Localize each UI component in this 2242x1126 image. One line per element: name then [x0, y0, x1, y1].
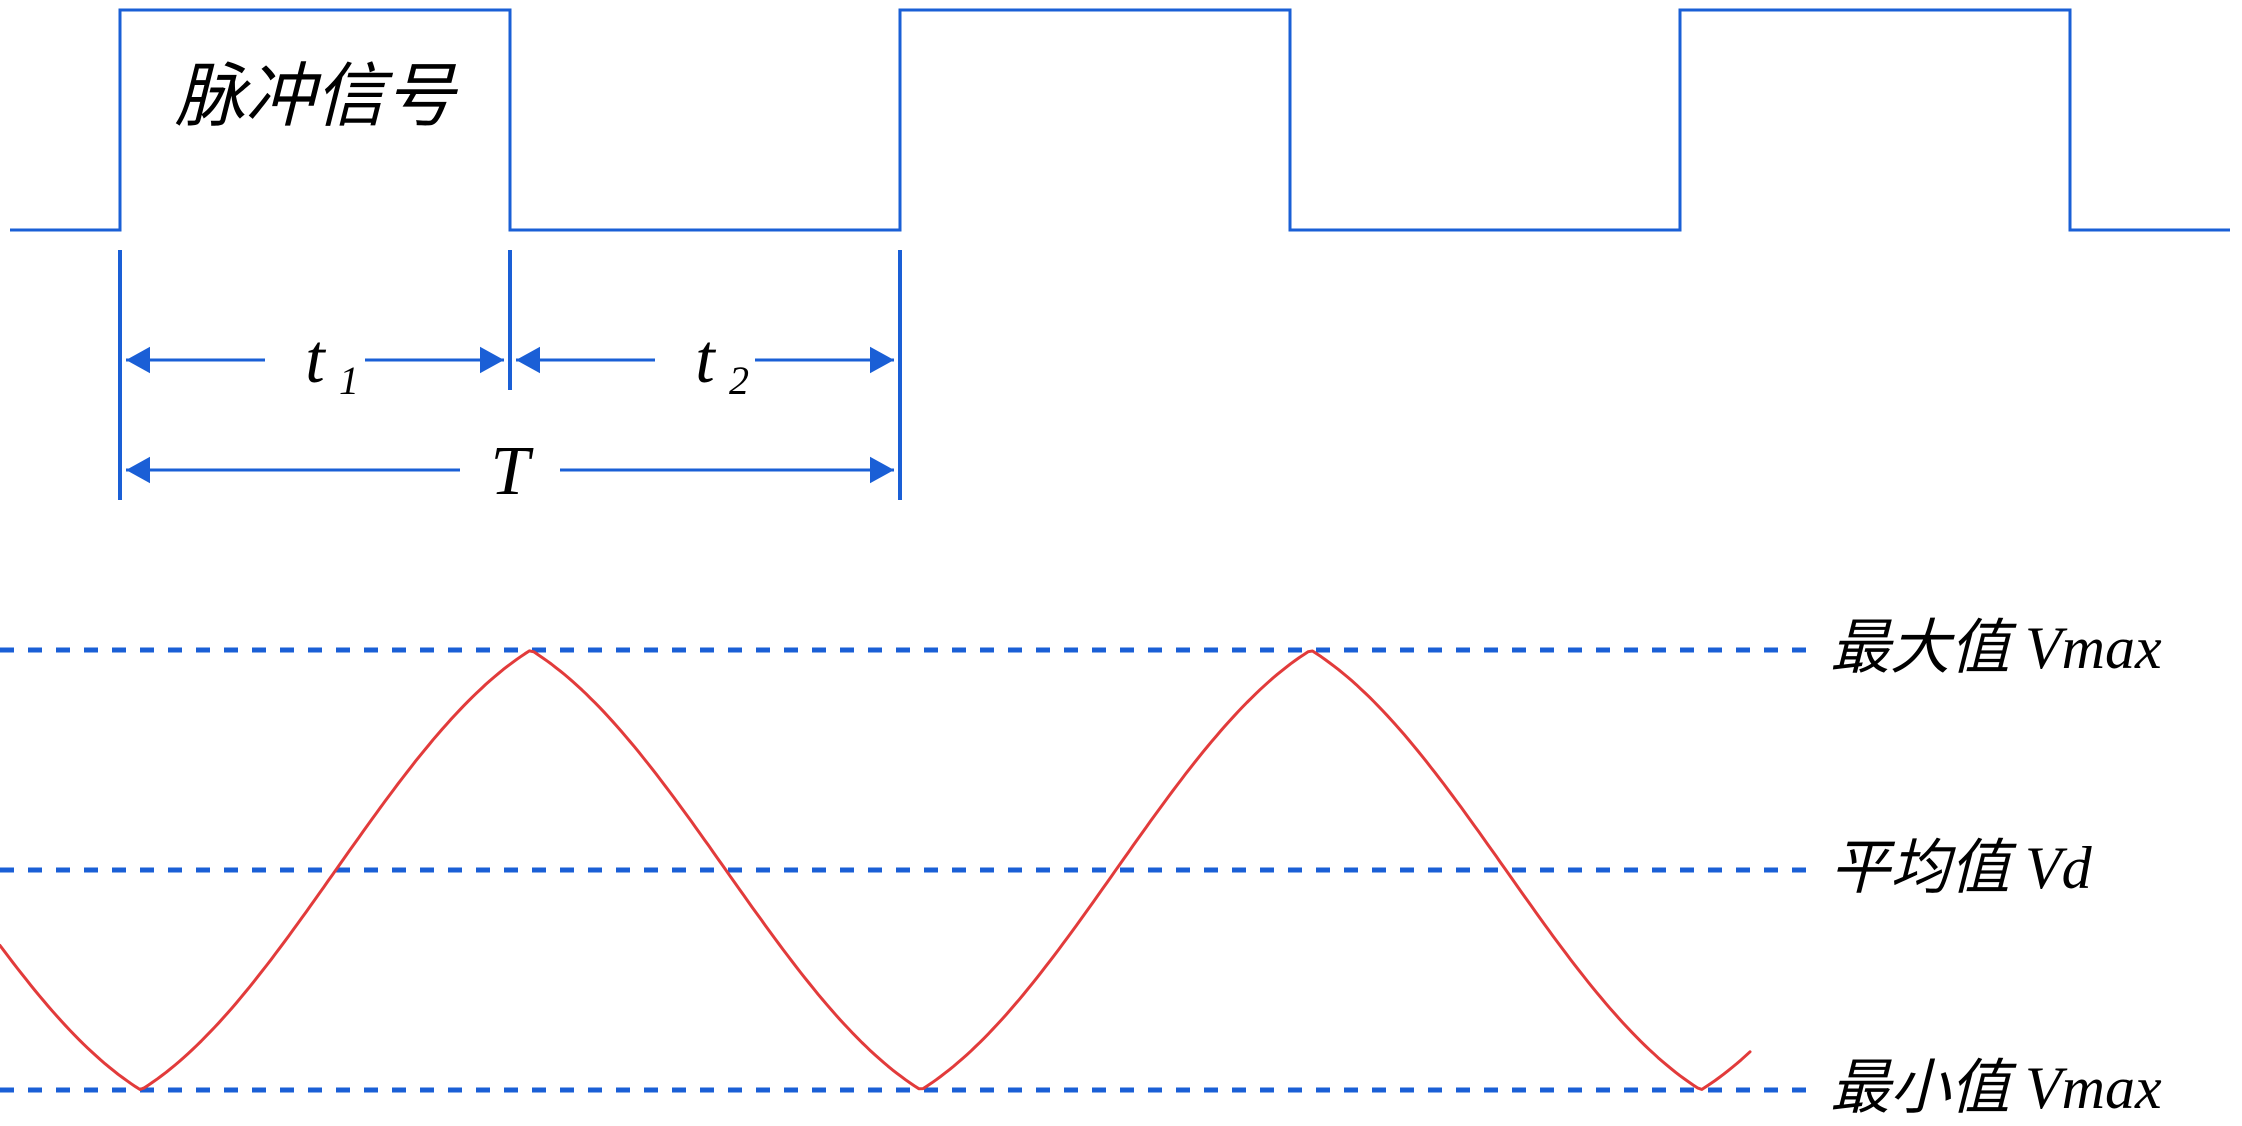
- period-T-label: T: [491, 433, 535, 510]
- signal-diagram: t1t2T脉冲信号最大值 Vmax平均值 Vd最小值 Vmax: [0, 0, 2242, 1126]
- t1-subscript: 1: [339, 358, 359, 403]
- t1-label: t: [305, 321, 326, 398]
- pulse-title: 脉冲信号: [175, 59, 459, 136]
- vmax-label: 最大值 Vmax: [1830, 615, 2162, 681]
- t2-subscript: 2: [729, 358, 749, 403]
- vmin-label: 最小值 Vmax: [1830, 1055, 2162, 1121]
- t2-label: t: [695, 321, 716, 398]
- vavg-label: 平均值 Vd: [1830, 835, 2093, 901]
